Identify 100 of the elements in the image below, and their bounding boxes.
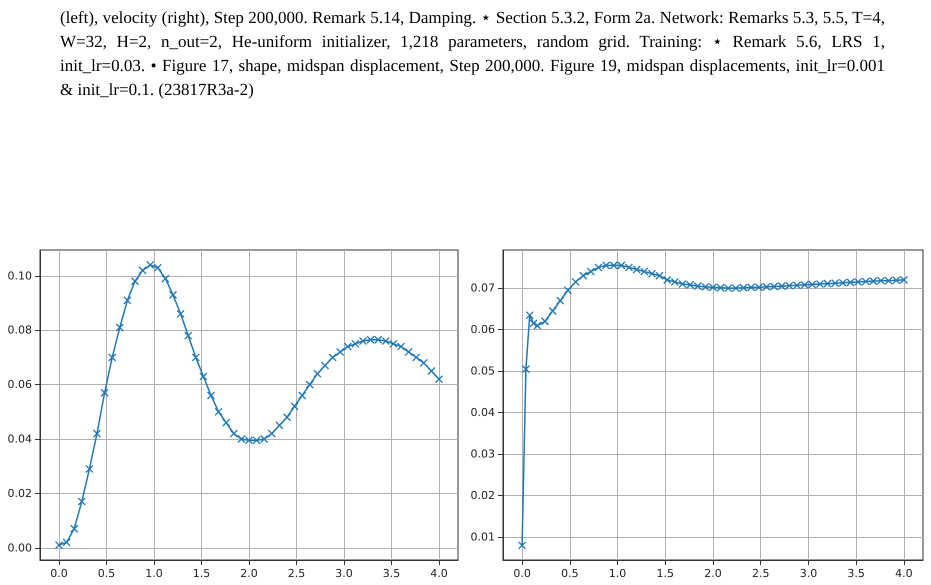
point xyxy=(78,497,86,506)
y-tick-label: 0.06 xyxy=(8,378,32,392)
point xyxy=(624,263,634,272)
x-tick-label: 4.0 xyxy=(895,567,913,580)
x-tick-label: 0.5 xyxy=(98,567,116,580)
x-tick-label: 1.5 xyxy=(192,567,210,580)
point xyxy=(686,280,694,290)
x-tick-label: 3.0 xyxy=(800,567,818,580)
point xyxy=(862,277,870,286)
point xyxy=(670,278,679,286)
point xyxy=(420,358,428,367)
point xyxy=(663,276,672,284)
point xyxy=(358,336,368,346)
y-tick-label: 0.00 xyxy=(8,541,32,554)
point xyxy=(869,276,878,286)
point xyxy=(876,276,886,285)
point xyxy=(694,282,702,290)
x-tick-label: 2.5 xyxy=(752,567,770,580)
point xyxy=(556,296,564,305)
point xyxy=(522,364,530,374)
point xyxy=(610,261,618,270)
point xyxy=(529,319,538,328)
y-tick-label: 0.10 xyxy=(8,269,32,282)
point xyxy=(184,332,192,340)
point xyxy=(434,375,444,384)
point xyxy=(100,388,109,397)
point xyxy=(701,282,710,292)
point xyxy=(648,270,656,278)
point xyxy=(900,276,908,284)
point xyxy=(237,434,246,444)
point xyxy=(632,265,641,274)
point xyxy=(564,286,572,294)
y-tick-label: 0.03 xyxy=(470,448,495,461)
point xyxy=(161,274,170,283)
y-tick-label: 0.06 xyxy=(470,323,495,336)
y-tick-label: 0.04 xyxy=(8,432,32,446)
point xyxy=(579,272,588,280)
point xyxy=(306,380,314,389)
x-tick-label: 3.5 xyxy=(847,567,865,580)
point xyxy=(222,418,230,427)
point xyxy=(708,283,718,292)
x-tick-label: 0.0 xyxy=(513,567,531,580)
point xyxy=(586,267,595,276)
point xyxy=(800,280,809,290)
point xyxy=(427,366,436,376)
point xyxy=(275,421,284,430)
x-tick-label: 1.5 xyxy=(656,567,674,580)
point xyxy=(747,283,756,292)
point xyxy=(816,280,824,288)
point xyxy=(540,317,550,326)
y-tick-label: 0.08 xyxy=(8,324,32,337)
x-tick-label: 3.0 xyxy=(335,567,353,580)
point xyxy=(366,336,375,344)
point xyxy=(533,321,542,330)
point xyxy=(123,296,132,304)
point xyxy=(54,540,64,550)
point xyxy=(792,281,802,290)
x-tick-label: 0.0 xyxy=(50,567,68,580)
point xyxy=(260,434,268,444)
point xyxy=(206,391,216,400)
y-tick-label: 0.07 xyxy=(470,282,495,295)
point xyxy=(244,436,254,444)
point xyxy=(168,290,178,300)
point xyxy=(884,276,893,285)
point xyxy=(892,276,900,284)
point xyxy=(138,266,147,275)
point xyxy=(70,524,78,533)
point xyxy=(518,541,526,550)
point xyxy=(268,429,276,438)
x-tick-label: 4.0 xyxy=(430,567,448,580)
y-tick-label: 0.05 xyxy=(470,364,495,378)
point xyxy=(785,282,794,290)
point xyxy=(640,267,648,276)
point xyxy=(404,348,413,356)
point xyxy=(290,402,299,411)
point xyxy=(344,342,352,351)
point xyxy=(192,353,200,362)
point xyxy=(678,280,687,288)
point xyxy=(154,264,162,272)
point xyxy=(298,391,306,400)
point xyxy=(526,311,534,320)
point xyxy=(754,283,763,292)
point xyxy=(808,280,816,289)
text: (left), velocity (right), Step 200,000. Remark 5.14, Damping. ⋆ Section 5.3.2, Form 2a. Network: Remarks 5.3, 5.5, T=4, W=32, H=2, n_out=2, He-uniform initializer, 1,218 parameters, random grid. Training: ⋆ Remark 5.6, LRS 1, init_lr=0.03. • Figure 17, shape, midspan displacement, Step 200,000. Figure 19, midspan displacements, init_lr=0.001 & init_lr=0.1. (23817R3a-2) xyxy=(60,8,885,99)
point xyxy=(62,538,71,546)
point xyxy=(230,429,238,438)
point xyxy=(199,372,208,381)
point xyxy=(328,353,337,362)
point xyxy=(320,361,330,370)
point xyxy=(548,306,557,316)
point xyxy=(176,310,185,318)
point xyxy=(412,353,420,362)
point xyxy=(846,278,855,287)
x-tick-label: 2.0 xyxy=(240,567,258,580)
point xyxy=(831,279,840,288)
point xyxy=(732,284,740,292)
x-tick-label: 2.0 xyxy=(704,567,722,580)
x-tick-label: 1.0 xyxy=(608,567,626,580)
y-tick-label: 0.04 xyxy=(470,406,495,420)
point xyxy=(313,370,322,378)
